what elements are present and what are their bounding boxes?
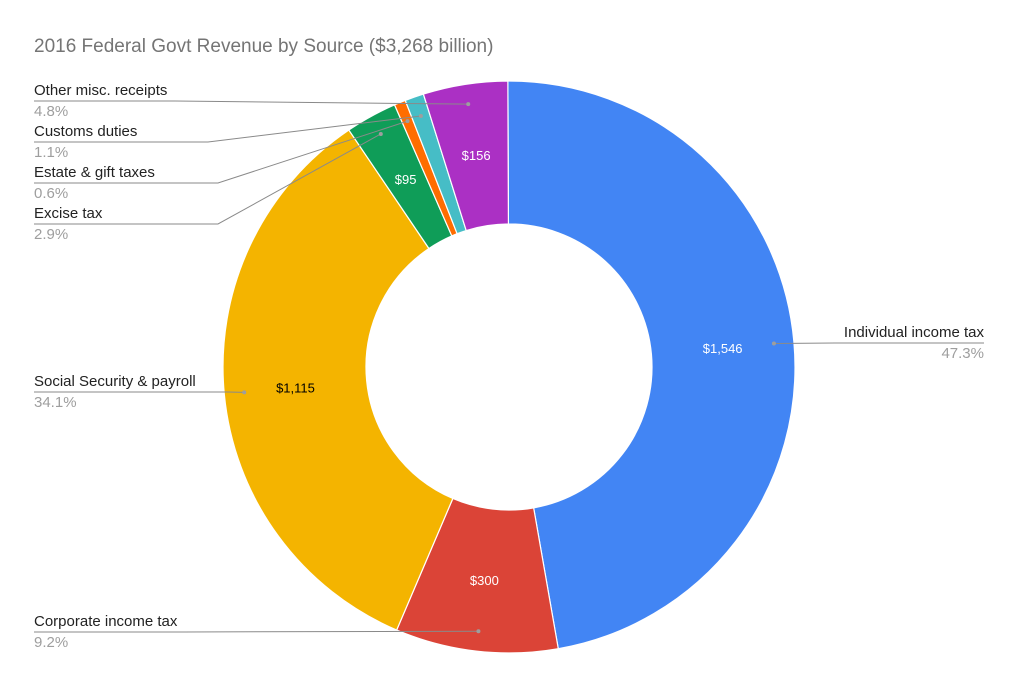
leader-line — [34, 120, 408, 184]
percent-label: 4.8% — [34, 103, 68, 120]
category-label: Corporate income tax — [34, 613, 178, 630]
percent-label: 1.1% — [34, 144, 68, 161]
category-label: Social Security & payroll — [34, 373, 196, 390]
slice-value-labels: $1,546 $300 $1,115 $95 $156 — [276, 148, 742, 588]
callout-excise-tax: Excise tax 2.9% — [34, 131, 383, 243]
leader-line — [34, 133, 382, 225]
percent-label: 0.6% — [34, 185, 68, 202]
percent-label: 9.2% — [34, 634, 68, 651]
category-label: Individual income tax — [844, 324, 985, 341]
value-label-excise-tax: $95 — [395, 172, 417, 187]
slice-individual-income-tax — [507, 80, 796, 650]
leader-dot — [242, 390, 247, 395]
percent-label: 34.1% — [34, 394, 77, 411]
callout-estate-gift-taxes: Estate & gift taxes 0.6% — [34, 119, 410, 202]
callout-social-security-payroll: Social Security & payroll 34.1% — [34, 373, 247, 411]
percent-label: 2.9% — [34, 226, 68, 243]
slice-social-security-payroll — [222, 129, 454, 631]
callout-customs-duties: Customs duties 1.1% — [34, 114, 423, 161]
category-label: Estate & gift taxes — [34, 164, 155, 181]
category-label: Other misc. receipts — [34, 82, 167, 99]
leader-dot — [476, 629, 481, 634]
leader-dot — [466, 102, 471, 107]
category-label: Customs duties — [34, 123, 137, 140]
callout-corporate-income-tax: Corporate income tax 9.2% — [34, 613, 481, 651]
slice-callout-labels: Individual income tax 47.3% Corporate inco… — [34, 82, 984, 651]
leader-line — [34, 100, 469, 105]
percent-label: 47.3% — [941, 345, 984, 362]
donut-slices — [222, 80, 796, 654]
leader-line — [34, 115, 421, 143]
callout-individual-income-tax: Individual income tax 47.3% — [771, 324, 985, 362]
category-label: Excise tax — [34, 205, 103, 222]
value-label-social-security-payroll: $1,115 — [276, 380, 315, 395]
leader-dot — [771, 341, 776, 346]
leader-dot — [405, 119, 410, 124]
leader-dot — [378, 131, 383, 136]
value-label-other-misc-receipts: $156 — [462, 148, 491, 163]
value-label-individual-income-tax: $1,546 — [703, 341, 743, 356]
value-label-corporate-income-tax: $300 — [470, 573, 499, 588]
callout-other-misc-receipts: Other misc. receipts 4.8% — [34, 82, 471, 120]
chart-title: 2016 Federal Govt Revenue by Source ($3,… — [34, 36, 493, 57]
slice-other-misc-receipts — [422, 80, 510, 232]
leader-line — [34, 630, 479, 633]
leader-dot — [418, 114, 423, 119]
